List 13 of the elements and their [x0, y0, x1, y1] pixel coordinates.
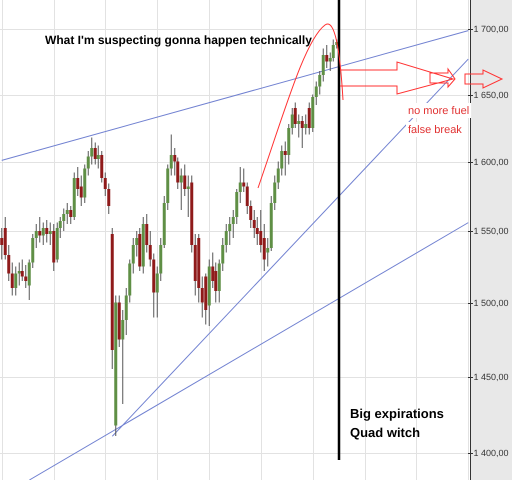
y-tick-label: 1 600,00: [474, 156, 509, 167]
y-tick-label: 1 400,00: [474, 448, 509, 458]
annotation: What I'm suspecting gonna happen technically: [45, 33, 312, 47]
candlestick: [186, 176, 190, 217]
annotation: Quad witch: [350, 425, 420, 440]
annotation: no more fuel: [408, 105, 470, 117]
y-tick-label: 1 550,00: [474, 226, 509, 236]
y-tick-label: 1 700,00: [474, 24, 509, 34]
y-tick-label: 1 650,00: [474, 90, 509, 100]
annotation: false break: [408, 124, 462, 136]
y-tick-label: 1 500,00: [474, 298, 509, 308]
y-tick-label: 1 450,00: [474, 372, 509, 382]
annotation: Big expirations: [350, 406, 444, 421]
